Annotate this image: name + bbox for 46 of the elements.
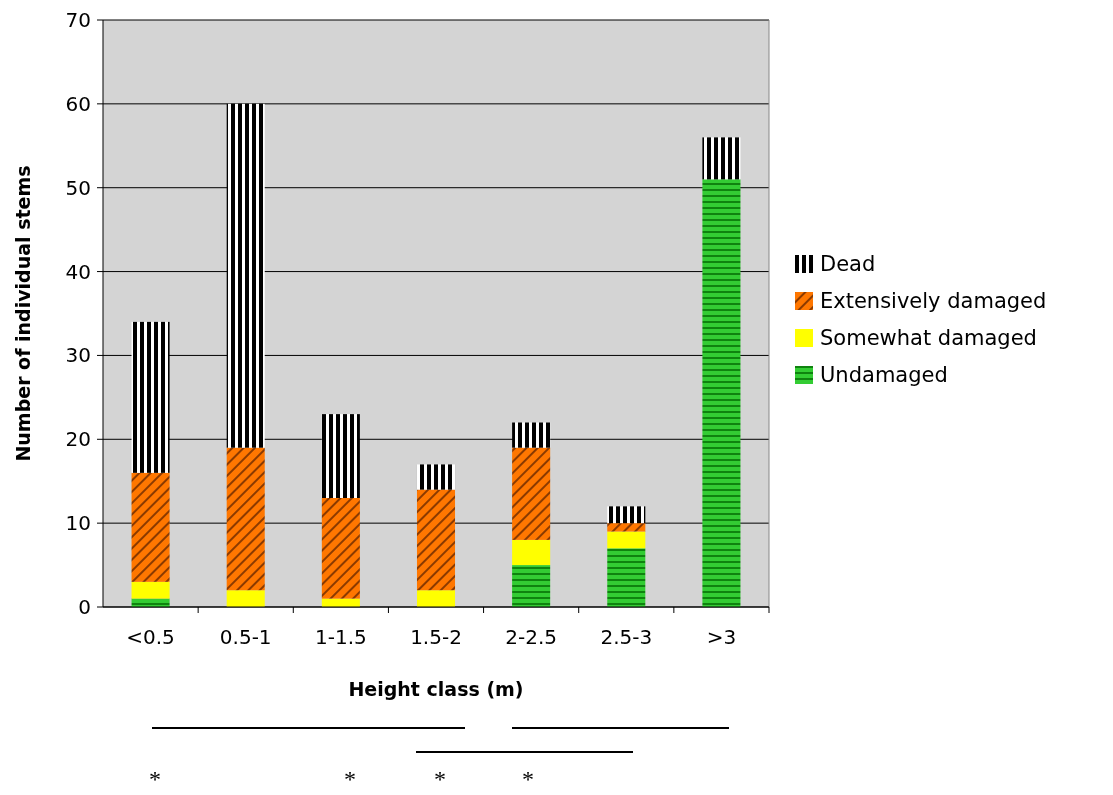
bar bbox=[226, 590, 265, 607]
x-tick-label: <0.5 bbox=[126, 625, 175, 649]
bar bbox=[321, 497, 360, 599]
bar bbox=[416, 464, 456, 490]
bar bbox=[702, 137, 741, 180]
x-tick-label: 2-2.5 bbox=[505, 625, 558, 649]
legend-label: Dead bbox=[820, 252, 876, 277]
y-tick-label: 70 bbox=[65, 8, 91, 32]
bar bbox=[321, 414, 360, 498]
legend-label: Somewhat damaged bbox=[820, 326, 1037, 351]
text: * bbox=[344, 766, 356, 792]
bar bbox=[131, 321, 170, 473]
bar bbox=[512, 565, 551, 607]
y-axis-title: Number of individual stems bbox=[12, 165, 34, 462]
bar bbox=[226, 103, 265, 448]
bar bbox=[607, 523, 646, 532]
x-tick-label: 1.5-2 bbox=[410, 625, 462, 649]
x-tick-label: 2.5-3 bbox=[600, 625, 653, 649]
y-tick-label: 0 bbox=[78, 595, 91, 619]
bar bbox=[702, 179, 741, 607]
text: * bbox=[434, 766, 446, 792]
y-tick-label: 40 bbox=[65, 259, 91, 284]
bar bbox=[131, 581, 170, 599]
text: * bbox=[149, 766, 161, 792]
x-axis-title: Height class (m) bbox=[348, 678, 524, 700]
bar bbox=[607, 548, 646, 607]
legend-label: Undamaged bbox=[820, 363, 948, 388]
bar bbox=[512, 447, 551, 540]
bar bbox=[131, 472, 170, 582]
bar bbox=[416, 489, 456, 591]
bar bbox=[416, 590, 456, 607]
bar bbox=[607, 531, 646, 549]
x-tick-label: >3 bbox=[706, 625, 737, 649]
y-tick-label: 10 bbox=[65, 511, 91, 536]
y-tick-label: 30 bbox=[65, 343, 91, 368]
bar bbox=[226, 447, 265, 591]
y-tick-label: 50 bbox=[65, 175, 91, 200]
y-tick-label: 60 bbox=[65, 91, 91, 116]
bar bbox=[512, 422, 551, 448]
x-tick-label: 0.5-1 bbox=[219, 625, 272, 649]
bar bbox=[607, 506, 646, 524]
y-tick-label: 20 bbox=[65, 427, 91, 452]
legend-label: Extensively damaged bbox=[820, 289, 1047, 314]
text: * bbox=[522, 766, 534, 792]
bar bbox=[512, 539, 551, 566]
x-tick-label: 1-1.5 bbox=[314, 625, 367, 649]
